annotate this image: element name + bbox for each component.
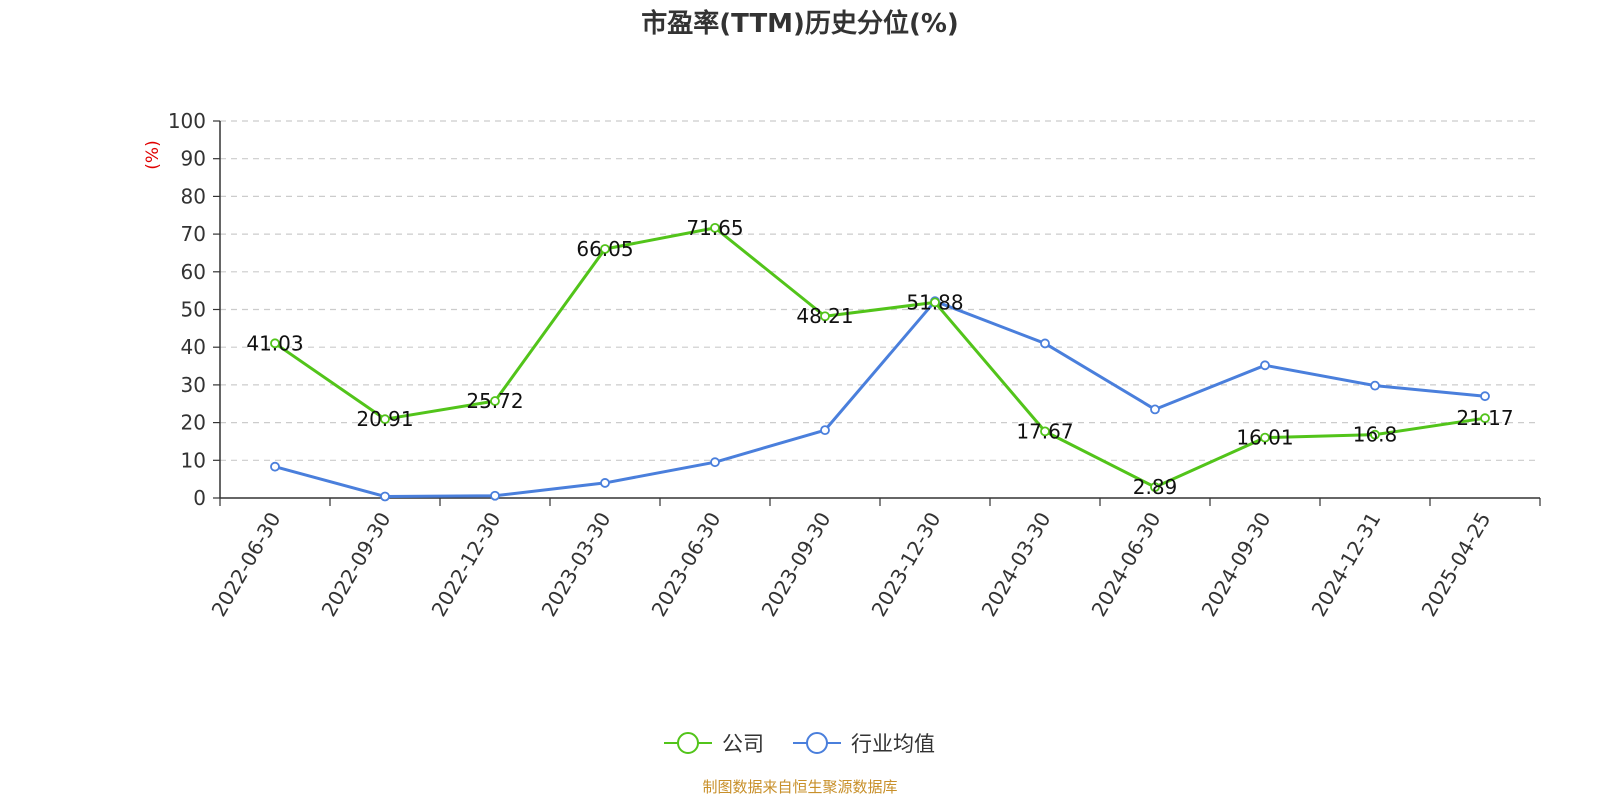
data-label: 48.21	[796, 304, 853, 328]
y-tick-label: 60	[181, 260, 206, 284]
data-point[interactable]	[270, 338, 280, 349]
x-tick-label: 2023-03-30	[536, 508, 615, 621]
data-point[interactable]	[710, 222, 720, 233]
x-tick-label: 2023-06-30	[646, 508, 725, 621]
data-label: 66.05	[576, 237, 633, 261]
data-label: 41.03	[246, 331, 303, 355]
data-point[interactable]	[380, 491, 390, 502]
data-point[interactable]	[1480, 413, 1490, 424]
x-tick-label: 2024-06-30	[1086, 508, 1165, 621]
data-point[interactable]	[930, 297, 940, 308]
y-tick-label: 10	[181, 448, 206, 472]
data-point[interactable]	[1260, 432, 1270, 443]
y-tick-label: 50	[181, 298, 206, 322]
x-tick-label: 2025-04-25	[1416, 508, 1495, 621]
x-axis: 2022-06-30 2022-09-30 2022-12-30 2023-03-30…	[206, 497, 1541, 621]
legend-label: 行业均值	[851, 732, 935, 756]
y-tick-label: 90	[181, 147, 206, 171]
data-point[interactable]	[1150, 404, 1160, 415]
x-tick-label: 2022-06-30	[206, 508, 285, 621]
data-point[interactable]	[270, 461, 280, 472]
x-tick-label: 2022-12-30	[426, 508, 505, 621]
series-line	[274, 226, 1486, 489]
y-axis-unit-label: (%)	[143, 140, 163, 169]
data-label: 20.91	[356, 407, 413, 431]
data-label: 2.89	[1133, 475, 1178, 499]
y-tick-label: 100	[168, 109, 206, 133]
y-tick-label: 40	[181, 335, 206, 359]
legend[interactable]: 公司 行业均值	[664, 732, 935, 756]
legend-label: 公司	[722, 732, 764, 756]
y-tick-label: 20	[181, 411, 206, 435]
y-axis: 0 10 20 30 40 50 60 70 80 90 100	[168, 109, 221, 510]
data-label: 17.67	[1016, 419, 1073, 443]
x-tick-label: 2024-09-30	[1196, 508, 1275, 621]
data-label: 16.01	[1236, 426, 1293, 450]
x-tick-label: 2023-12-30	[866, 508, 945, 621]
x-tick-label: 2023-09-30	[756, 508, 835, 621]
data-point[interactable]	[1370, 429, 1380, 440]
y-tick-label: 0	[193, 486, 206, 510]
data-label: 71.65	[686, 216, 743, 240]
data-point[interactable]	[380, 414, 390, 425]
chart-title: 市盈率(TTM)历史分位(%)	[641, 8, 959, 39]
data-point[interactable]	[710, 457, 720, 468]
series-0: 41.03 20.91 25.72 66.05 71.65 48.21 51.88 17.67…	[246, 216, 1513, 499]
data-point[interactable]	[1150, 482, 1160, 493]
x-tick-label: 2024-12-31	[1306, 508, 1385, 621]
data-point[interactable]	[600, 478, 610, 488]
data-point[interactable]	[1370, 380, 1380, 391]
data-point[interactable]	[600, 244, 610, 254]
legend-item-0[interactable]: 公司	[664, 732, 764, 756]
data-point[interactable]	[820, 425, 830, 436]
grid-lines	[220, 120, 1540, 461]
data-point[interactable]	[1040, 426, 1050, 437]
legend-item-1[interactable]: 行业均值	[793, 732, 935, 756]
y-tick-label: 70	[181, 222, 206, 246]
data-point[interactable]	[1260, 360, 1270, 371]
data-label: 25.72	[466, 389, 523, 413]
series-1	[270, 296, 1490, 502]
data-point[interactable]	[820, 311, 830, 322]
source-note: 制图数据来自恒生聚源数据库	[702, 778, 897, 796]
data-point[interactable]	[490, 396, 500, 406]
y-tick-label: 80	[181, 184, 206, 208]
data-label: 51.88	[906, 290, 963, 314]
data-point[interactable]	[1040, 338, 1050, 349]
data-point[interactable]	[490, 490, 500, 501]
data-point[interactable]	[1480, 391, 1490, 402]
data-label: 16.8	[1353, 423, 1398, 447]
series-line	[274, 299, 1486, 498]
data-label: 21.17	[1456, 406, 1513, 430]
x-tick-label: 2024-03-30	[976, 508, 1055, 621]
y-tick-label: 30	[181, 373, 206, 397]
legend-marker-icon	[806, 732, 828, 754]
x-tick-label: 2022-09-30	[316, 508, 395, 621]
series-group: 41.03 20.91 25.72 66.05 71.65 48.21 51.88 17.67…	[246, 216, 1514, 502]
legend-marker-icon	[677, 732, 699, 754]
